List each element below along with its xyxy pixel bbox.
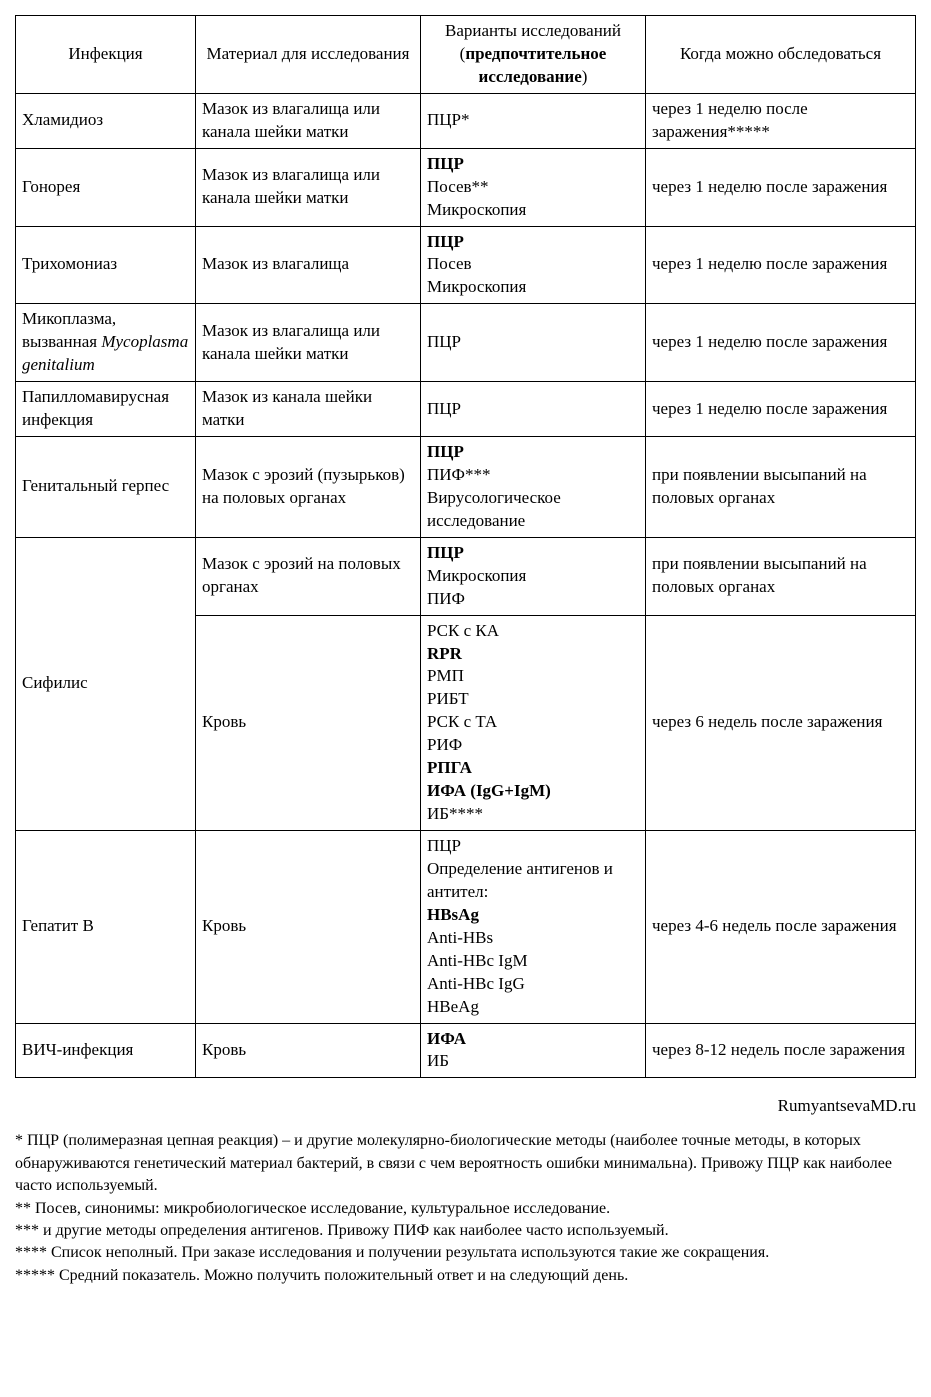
table-row: Гепатит В Кровь ПЦРОпределение антигенов… — [16, 831, 916, 1024]
tests-cell: ПЦРПосевМикроскопия — [421, 226, 646, 304]
tests-cell: РСК с КАRPRРМПРИБТРСК с ТАРИФРПГАИФА (Ig… — [421, 615, 646, 830]
test-item: РПГА — [427, 757, 639, 780]
tests-cell: ИФАИБ — [421, 1023, 646, 1078]
material-cell: Кровь — [196, 1023, 421, 1078]
table-row: Микоплазма, вызванная Mycoplasma genital… — [16, 304, 916, 382]
table-row: Гонорея Мазок из влагалища или канала ше… — [16, 148, 916, 226]
test-item: ПЦР — [427, 153, 639, 176]
footnote-line: * ПЦР (полимеразная цепная реакция) – и … — [15, 1130, 916, 1197]
test-item: RPR — [427, 643, 639, 666]
table-body: Хламидиоз Мазок из влагалища или канала … — [16, 93, 916, 1078]
material-cell: Мазок из канала шейки матки — [196, 382, 421, 437]
test-item: ИБ**** — [427, 803, 639, 826]
header-tests-paren-close: ) — [582, 67, 588, 86]
test-item: HBeAg — [427, 996, 639, 1019]
material-cell: Кровь — [196, 831, 421, 1024]
table-row: Хламидиоз Мазок из влагалища или канала … — [16, 93, 916, 148]
test-item: Определение антигенов и антител: — [427, 858, 639, 904]
test-item: РМП — [427, 665, 639, 688]
material-cell: Мазок из влагалища или канала шейки матк… — [196, 93, 421, 148]
material-cell: Мазок с эрозий (пузырьков) на половых ор… — [196, 437, 421, 538]
test-item: ИБ — [427, 1050, 639, 1073]
when-cell: через 8-12 недель после заражения — [646, 1023, 916, 1078]
infection-cell: Гепатит В — [16, 831, 196, 1024]
test-item: ПЦР — [427, 331, 639, 354]
test-item: ПИФ — [427, 588, 639, 611]
header-row: Инфекция Материал для исследования Вариа… — [16, 16, 916, 94]
infection-cell: Хламидиоз — [16, 93, 196, 148]
test-item: РИБТ — [427, 688, 639, 711]
tests-cell: ПЦРПИФ***Вирусологическое исследование — [421, 437, 646, 538]
infection-cell: Сифилис — [16, 537, 196, 830]
table-row: Папилломавирусная инфекция Мазок из кана… — [16, 382, 916, 437]
material-cell: Мазок из влагалища или канала шейки матк… — [196, 148, 421, 226]
test-item: ПЦР — [427, 542, 639, 565]
material-cell: Мазок из влагалища или канала шейки матк… — [196, 304, 421, 382]
when-cell: при появлении высыпаний на половых орган… — [646, 537, 916, 615]
tests-cell: ПЦРОпределение антигенов и антител:HBsAg… — [421, 831, 646, 1024]
test-item: Anti-HBc IgM — [427, 950, 639, 973]
infections-table: Инфекция Материал для исследования Вариа… — [15, 15, 916, 1078]
material-cell: Мазок из влагалища — [196, 226, 421, 304]
infection-cell: Микоплазма, вызванная Mycoplasma genital… — [16, 304, 196, 382]
infection-cell: Папилломавирусная инфекция — [16, 382, 196, 437]
test-item: ПЦР* — [427, 109, 639, 132]
header-tests-line1: Варианты исследований — [445, 21, 621, 40]
when-cell: при появлении высыпаний на половых орган… — [646, 437, 916, 538]
infection-cell: Трихомониаз — [16, 226, 196, 304]
header-infection: Инфекция — [16, 16, 196, 94]
test-item: РСК с ТА — [427, 711, 639, 734]
tests-cell: ПЦР — [421, 382, 646, 437]
tests-cell: ПЦРМикроскопияПИФ — [421, 537, 646, 615]
test-item: ПИФ*** — [427, 464, 639, 487]
table-row: Трихомониаз Мазок из влагалища ПЦРПосевМ… — [16, 226, 916, 304]
attribution: RumyantsevaMD.ru — [15, 1096, 916, 1116]
test-item: Микроскопия — [427, 565, 639, 588]
footnote-line: *** и другие методы определения антигено… — [15, 1220, 916, 1242]
when-cell: через 1 неделю после заражения — [646, 226, 916, 304]
test-item: Микроскопия — [427, 276, 639, 299]
material-cell: Мазок с эрозий на половых органах — [196, 537, 421, 615]
footnote-line: ** Посев, синонимы: микробиологическое и… — [15, 1198, 916, 1220]
table-row: Генитальный герпес Мазок с эрозий (пузыр… — [16, 437, 916, 538]
table-header: Инфекция Материал для исследования Вариа… — [16, 16, 916, 94]
infection-cell: ВИЧ-инфекция — [16, 1023, 196, 1078]
table-row: ВИЧ-инфекция Кровь ИФАИБ через 8-12 неде… — [16, 1023, 916, 1078]
table-row: Сифилис Мазок с эрозий на половых органа… — [16, 537, 916, 615]
test-item: Микроскопия — [427, 199, 639, 222]
material-cell: Кровь — [196, 615, 421, 830]
when-cell: через 1 неделю после заражения — [646, 304, 916, 382]
tests-cell: ПЦРПосев**Микроскопия — [421, 148, 646, 226]
test-item: Посев** — [427, 176, 639, 199]
test-item: Вирусологическое исследование — [427, 487, 639, 533]
test-item: Посев — [427, 253, 639, 276]
header-when: Когда можно обследоваться — [646, 16, 916, 94]
tests-cell: ПЦР* — [421, 93, 646, 148]
when-cell: через 1 неделю после заражения — [646, 148, 916, 226]
test-item: Anti-HBc IgG — [427, 973, 639, 996]
footnotes: * ПЦР (полимеразная цепная реакция) – и … — [15, 1130, 916, 1287]
header-tests: Варианты исследований (предпочтительное … — [421, 16, 646, 94]
when-cell: через 4-6 недель после заражения — [646, 831, 916, 1024]
when-cell: через 1 неделю после заражения***** — [646, 93, 916, 148]
infection-cell: Гонорея — [16, 148, 196, 226]
test-item: ИФА — [427, 1028, 639, 1051]
test-item: ИФА (IgG+IgM) — [427, 780, 639, 803]
test-item: ПЦР — [427, 398, 639, 421]
footnote-line: ***** Средний показатель. Можно получить… — [15, 1265, 916, 1287]
test-item: ПЦР — [427, 835, 639, 858]
infection-cell: Генитальный герпес — [16, 437, 196, 538]
footnote-line: **** Список неполный. При заказе исследо… — [15, 1242, 916, 1264]
tests-cell: ПЦР — [421, 304, 646, 382]
when-cell: через 1 неделю после заражения — [646, 382, 916, 437]
test-item: ПЦР — [427, 441, 639, 464]
header-material: Материал для исследования — [196, 16, 421, 94]
test-item: РИФ — [427, 734, 639, 757]
test-item: РСК с КА — [427, 620, 639, 643]
when-cell: через 6 недель после заражения — [646, 615, 916, 830]
test-item: Anti-HBs — [427, 927, 639, 950]
test-item: HBsAg — [427, 904, 639, 927]
test-item: ПЦР — [427, 231, 639, 254]
